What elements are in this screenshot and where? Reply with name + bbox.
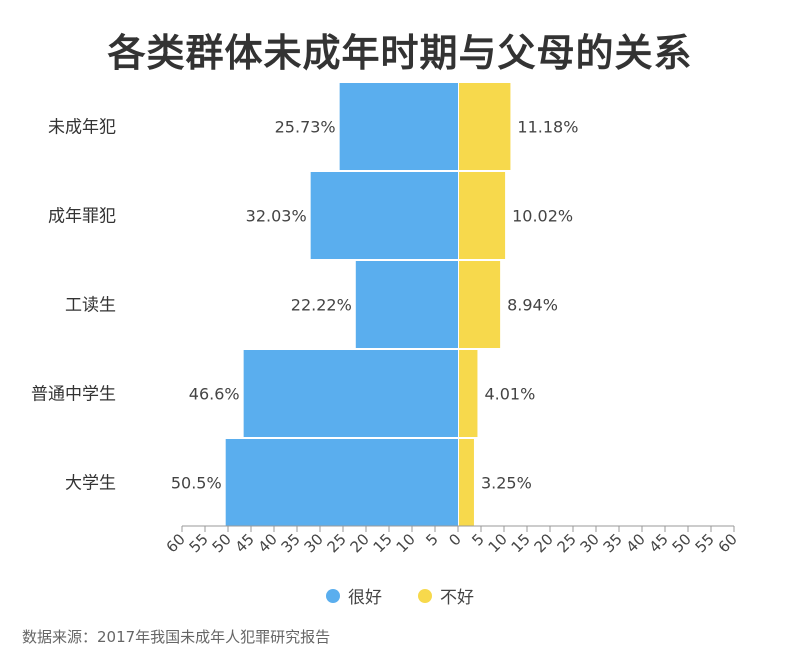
data-label-bad: 3.25% <box>481 474 532 493</box>
category-label: 未成年犯 <box>48 118 116 138</box>
bar-bad <box>459 83 511 170</box>
category-label: 大学生 <box>65 474 116 494</box>
x-tick-label: 60 <box>715 530 741 556</box>
data-label-bad: 8.94% <box>507 296 558 315</box>
source-note: 数据来源：2017年我国未成年人犯罪研究报告 <box>22 628 331 646</box>
bar-bad <box>459 350 478 437</box>
legend-label-good: 很好 <box>348 588 382 608</box>
legend: 很好 不好 <box>0 583 800 608</box>
data-label-good: 46.6% <box>189 385 240 404</box>
diverging-bar-chart: 未成年犯 25.73% 11.18% 成年罪犯 32.03% 10.02% 工读生 22.22… <box>31 83 741 556</box>
data-label-bad: 10.02% <box>512 207 573 226</box>
chart-title: 各类群体未成年时期与父母的关系 <box>107 31 693 75</box>
x-tick-label: 5 <box>422 530 441 549</box>
bar-good <box>339 83 458 170</box>
legend-swatch-bad <box>418 588 432 603</box>
data-label-bad: 11.18% <box>517 118 578 137</box>
x-tick-label: 0 <box>445 530 464 549</box>
legend-item-good: 很好 <box>326 583 382 608</box>
bar-bad <box>459 172 506 259</box>
bar-good <box>225 439 458 526</box>
bar-good <box>243 350 458 437</box>
data-label-good: 25.73% <box>275 118 336 137</box>
bar-good <box>355 261 458 348</box>
data-label-good: 22.22% <box>291 296 352 315</box>
data-label-good: 50.5% <box>171 474 222 493</box>
data-label-bad: 4.01% <box>484 385 535 404</box>
category-label: 普通中学生 <box>31 385 116 405</box>
bar-good <box>310 172 458 259</box>
x-tick-label: 5 <box>468 530 487 549</box>
legend-item-bad: 不好 <box>418 583 474 608</box>
bar-bad <box>459 439 474 526</box>
data-label-good: 32.03% <box>246 207 307 226</box>
legend-label-bad: 不好 <box>440 588 474 608</box>
x-tick-label: 10 <box>393 530 419 556</box>
legend-swatch-good <box>326 588 340 603</box>
category-label: 工读生 <box>65 296 116 316</box>
category-label: 成年罪犯 <box>48 207 116 227</box>
bar-bad <box>459 261 501 348</box>
